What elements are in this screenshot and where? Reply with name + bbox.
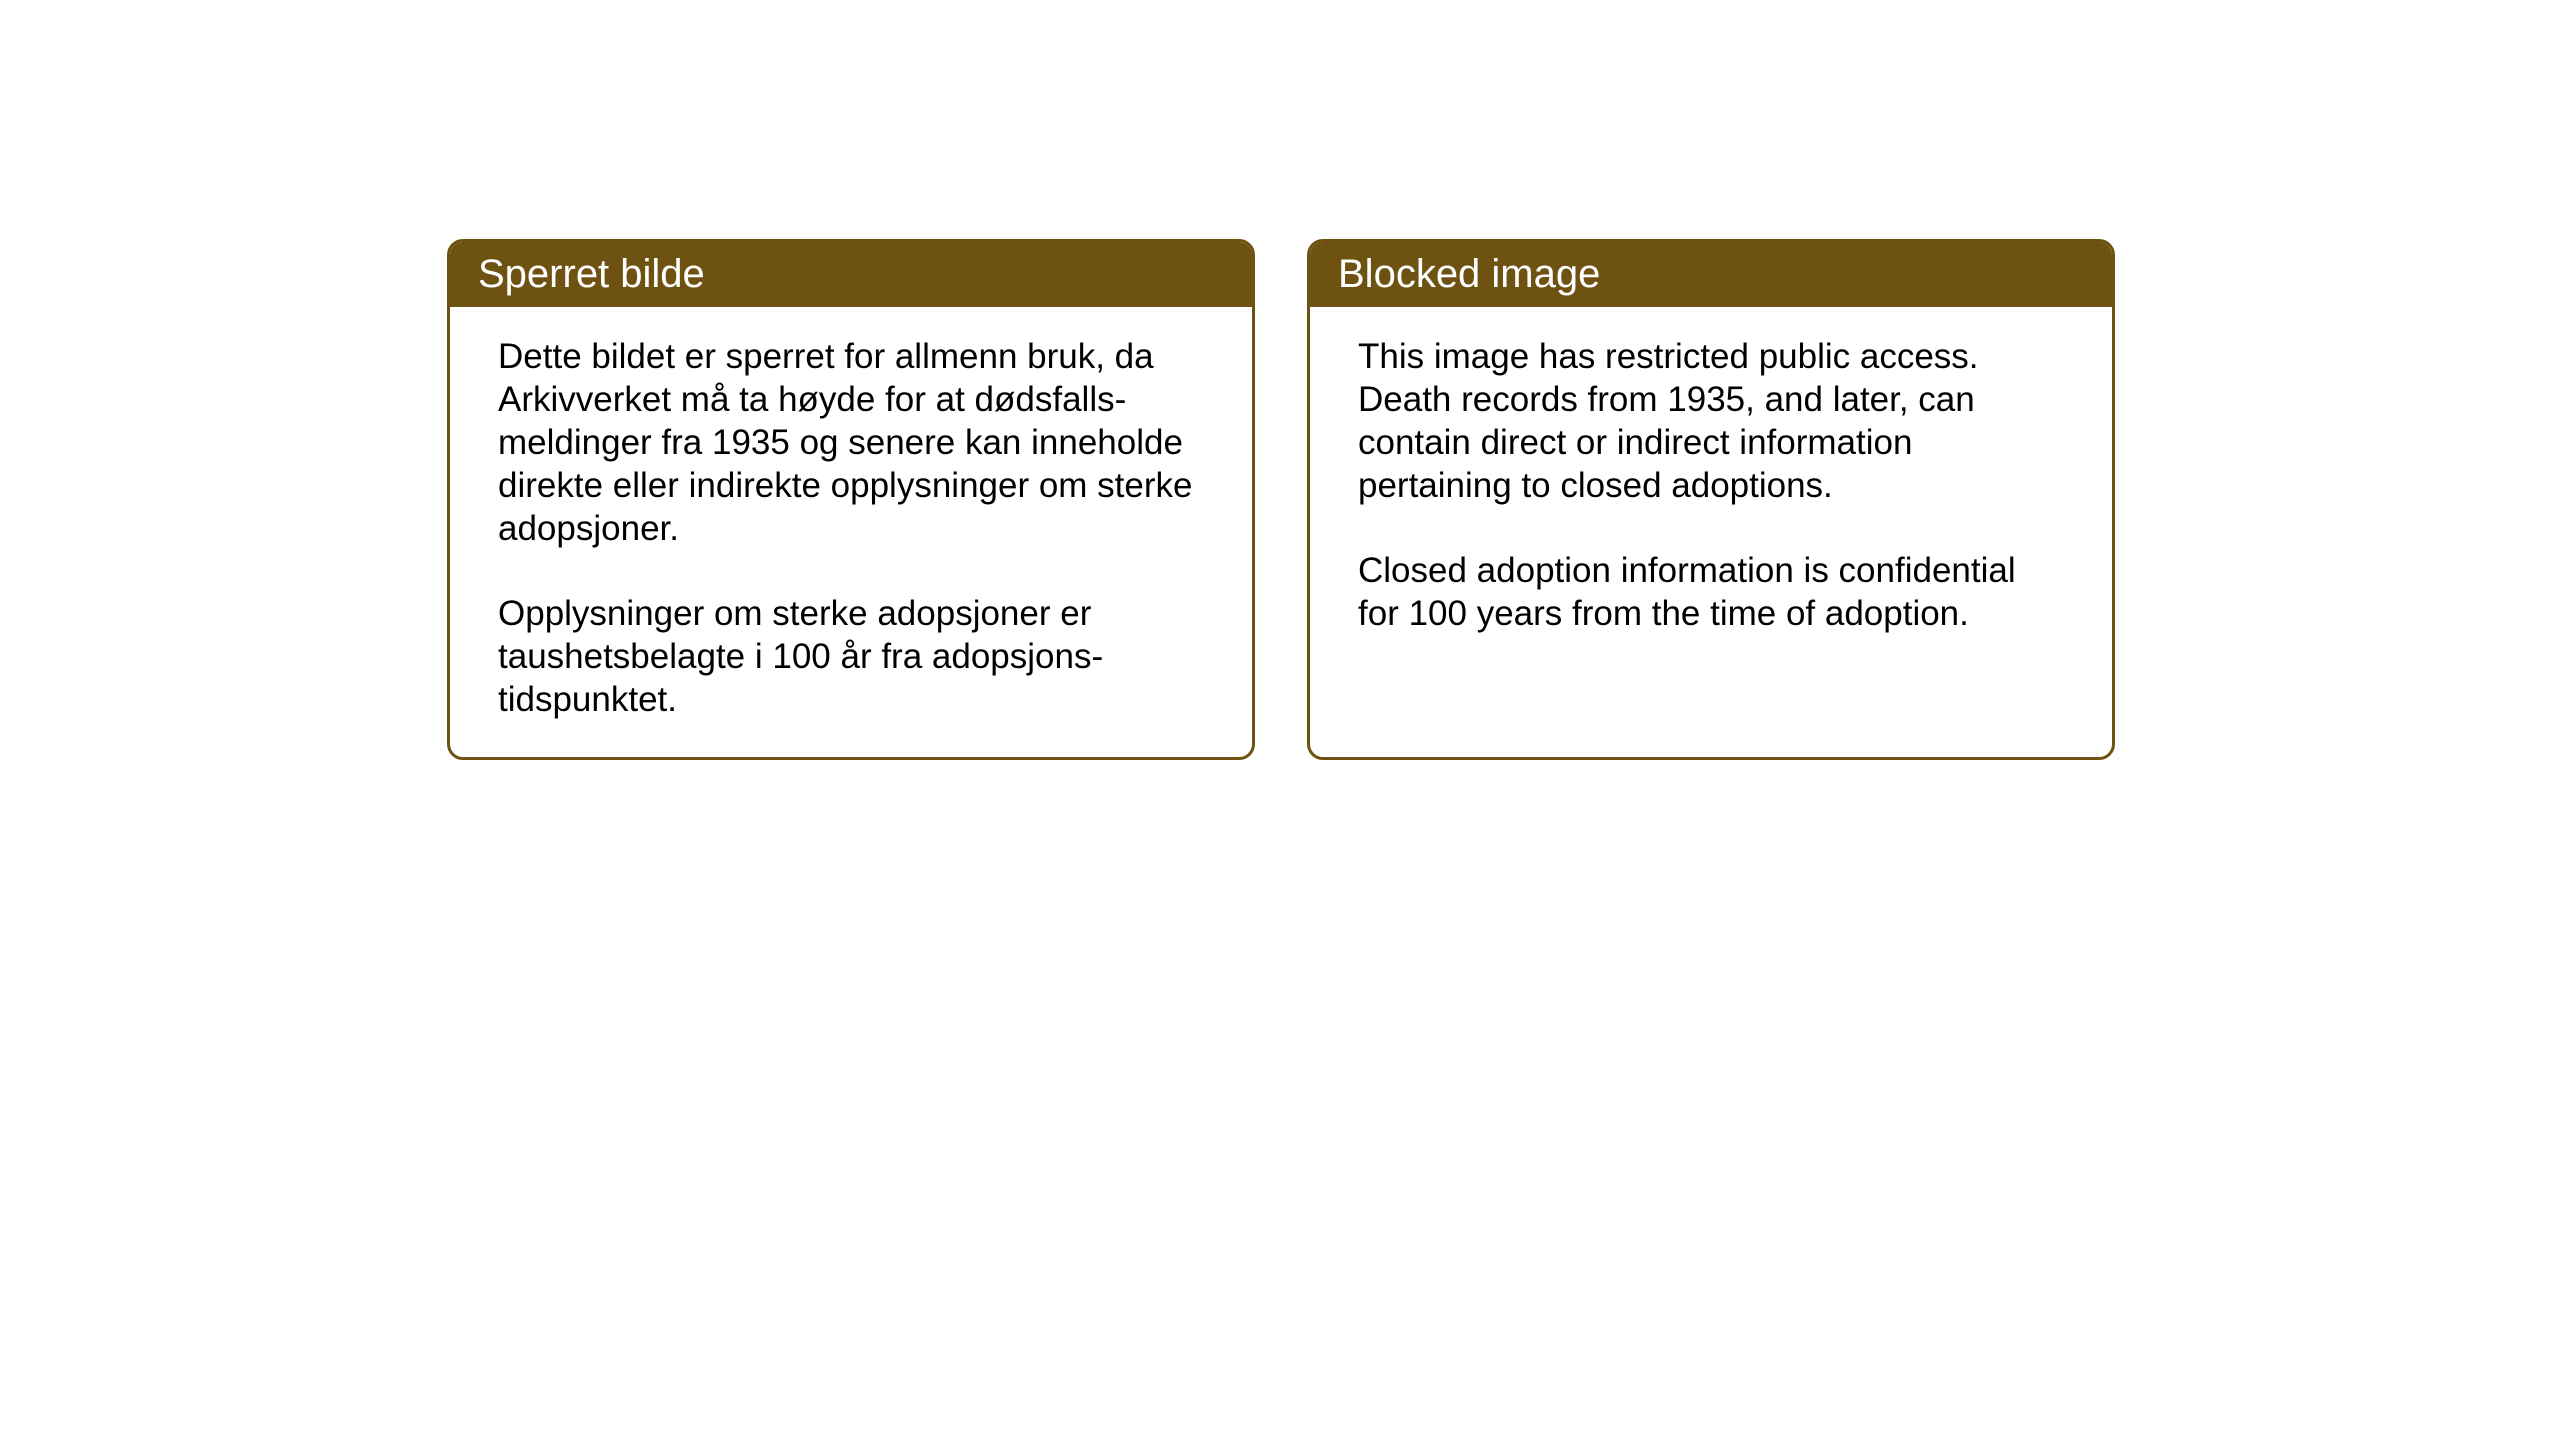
notice-card-english: Blocked image This image has restricted … [1307,239,2115,760]
card-body-norwegian: Dette bildet er sperret for allmenn bruk… [450,307,1252,757]
paragraph-text: This image has restricted public access.… [1358,335,2064,507]
paragraph-text: Closed adoption information is confident… [1358,549,2064,635]
card-header-norwegian: Sperret bilde [450,242,1252,307]
card-header-english: Blocked image [1310,242,2112,307]
paragraph-text: Opplysninger om sterke adopsjoner er tau… [498,592,1204,721]
paragraph-text: Dette bildet er sperret for allmenn bruk… [498,335,1204,550]
card-body-english: This image has restricted public access.… [1310,307,2112,707]
notice-card-norwegian: Sperret bilde Dette bildet er sperret fo… [447,239,1255,760]
notice-container: Sperret bilde Dette bildet er sperret fo… [447,239,2115,760]
